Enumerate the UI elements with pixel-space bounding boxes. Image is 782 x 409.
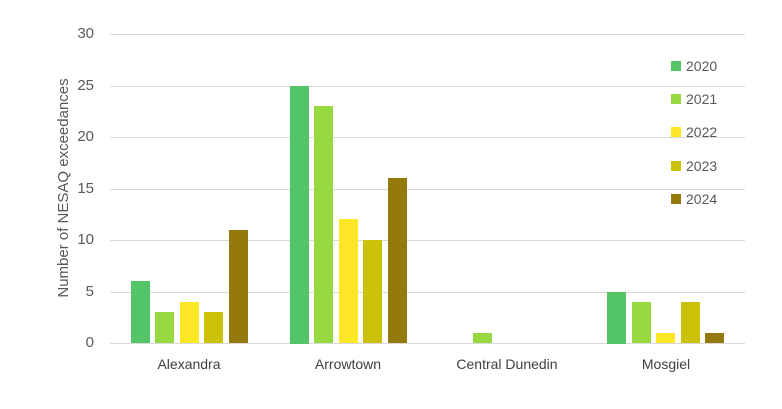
legend-swatch-icon [671, 94, 681, 104]
bar-mosgiel-2024 [705, 333, 724, 343]
bar-arrowtown-2022 [339, 219, 358, 343]
x-category-label: Alexandra [157, 356, 221, 372]
legend-item-2024: 2024 [671, 190, 717, 208]
legend-item-2022: 2022 [671, 123, 717, 141]
legend-swatch-icon [671, 127, 681, 137]
y-tick-label: 5 [85, 283, 94, 300]
bar-alexandra-2021 [155, 312, 174, 343]
legend-swatch-icon [671, 194, 681, 204]
bar-arrowtown-2021 [314, 106, 333, 343]
x-category-label: Central Dunedin [456, 356, 558, 372]
legend-item-2021: 2021 [671, 90, 717, 108]
bar-alexandra-2020 [131, 281, 150, 343]
gridline [110, 189, 745, 190]
legend-label: 2022 [686, 124, 718, 140]
x-category-label: Arrowtown [314, 356, 382, 372]
legend-item-2020: 2020 [671, 57, 717, 75]
bar-alexandra-2024 [229, 230, 248, 343]
gridline [110, 240, 745, 241]
bar-mosgiel-2021 [632, 302, 651, 343]
bar-mosgiel-2020 [607, 292, 626, 344]
bar-central-dunedin-2021 [473, 333, 492, 343]
gridline [110, 86, 745, 87]
y-tick-label: 20 [77, 128, 94, 145]
legend-label: 2023 [686, 158, 718, 174]
x-category-label: Mosgiel [641, 356, 691, 372]
gridline [110, 292, 745, 293]
bar-alexandra-2023 [204, 312, 223, 343]
y-tick-label: 0 [85, 334, 94, 351]
bar-mosgiel-2023 [681, 302, 700, 343]
y-tick-label: 25 [77, 77, 94, 94]
bar-mosgiel-2022 [656, 333, 675, 343]
bar-arrowtown-2024 [388, 178, 407, 343]
gridline [110, 34, 745, 35]
gridline [110, 137, 745, 138]
y-tick-label: 15 [77, 180, 94, 197]
legend-label: 2020 [686, 58, 718, 74]
y-tick-label: 30 [77, 25, 94, 42]
legend-swatch-icon [671, 161, 681, 171]
legend-item-2023: 2023 [671, 157, 717, 175]
y-tick-label: 10 [77, 231, 94, 248]
legend-label: 2024 [686, 191, 718, 207]
bar-arrowtown-2020 [290, 86, 309, 344]
bar-alexandra-2022 [180, 302, 199, 343]
legend-label: 2021 [686, 91, 718, 107]
legend-swatch-icon [671, 61, 681, 71]
bar-arrowtown-2023 [363, 240, 382, 343]
gridline [110, 343, 745, 344]
